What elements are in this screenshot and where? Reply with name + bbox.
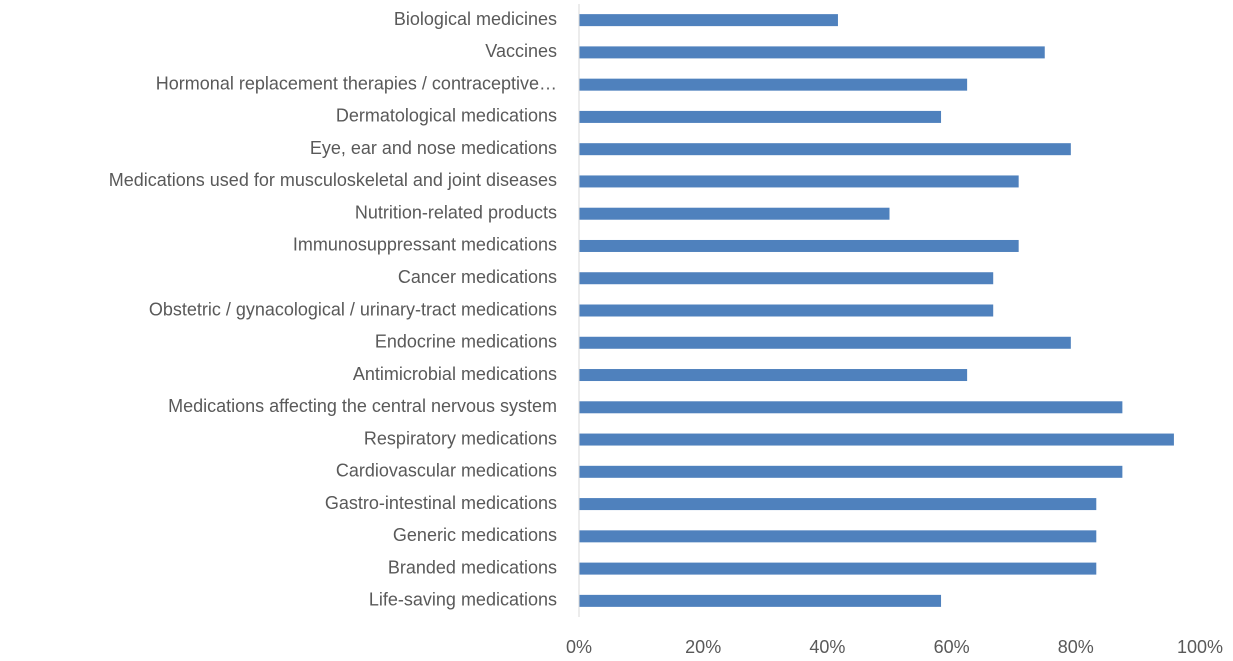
bar xyxy=(579,239,1019,252)
y-tick-label: Generic medications xyxy=(393,525,557,545)
y-tick-label: Dermatological medications xyxy=(336,106,557,126)
bar xyxy=(579,336,1071,349)
y-tick-label: Medications used for musculoskeletal and… xyxy=(109,170,557,190)
y-tick-label: Vaccines xyxy=(485,41,557,61)
y-tick-label: Immunosuppressant medications xyxy=(293,235,557,255)
bar xyxy=(579,304,994,317)
bar xyxy=(579,110,942,123)
y-tick-label: Obstetric / gynacological / urinary-trac… xyxy=(149,299,557,319)
y-tick-label: Life-saving medications xyxy=(369,590,557,610)
bar xyxy=(579,465,1123,478)
bar xyxy=(579,14,838,27)
y-tick-label: Endocrine medications xyxy=(375,332,557,352)
y-tick-label: Nutrition-related products xyxy=(355,202,557,222)
y-tick-label: Eye, ear and nose medications xyxy=(310,138,557,158)
y-tick-label: Cardiovascular medications xyxy=(336,461,557,481)
y-tick-label: Antimicrobial medications xyxy=(353,364,557,384)
bar xyxy=(579,78,968,91)
y-tick-label: Gastro-intestinal medications xyxy=(325,493,557,513)
x-tick-label: 0% xyxy=(566,637,592,657)
x-tick-label: 20% xyxy=(685,637,721,657)
bar xyxy=(579,433,1174,446)
bar xyxy=(579,401,1123,414)
y-tick-label: Biological medicines xyxy=(394,9,557,29)
bar xyxy=(579,498,1097,511)
x-tick-label: 80% xyxy=(1058,637,1094,657)
y-tick-label: Branded medications xyxy=(388,557,557,577)
bar xyxy=(579,594,942,607)
bar xyxy=(579,143,1071,156)
y-tick-label: Medications affecting the central nervou… xyxy=(168,396,557,416)
y-tick-label: Respiratory medications xyxy=(364,428,557,448)
bar xyxy=(579,272,994,285)
y-tick-label: Hormonal replacement therapies / contrac… xyxy=(156,73,557,93)
x-tick-label: 100% xyxy=(1177,637,1223,657)
bar xyxy=(579,530,1097,543)
x-tick-label: 40% xyxy=(809,637,845,657)
y-tick-label: Cancer medications xyxy=(398,267,557,287)
bar xyxy=(579,207,890,220)
bar xyxy=(579,562,1097,575)
bar xyxy=(579,369,968,382)
bar xyxy=(579,46,1045,59)
bar xyxy=(579,175,1019,188)
x-tick-label: 60% xyxy=(934,637,970,657)
